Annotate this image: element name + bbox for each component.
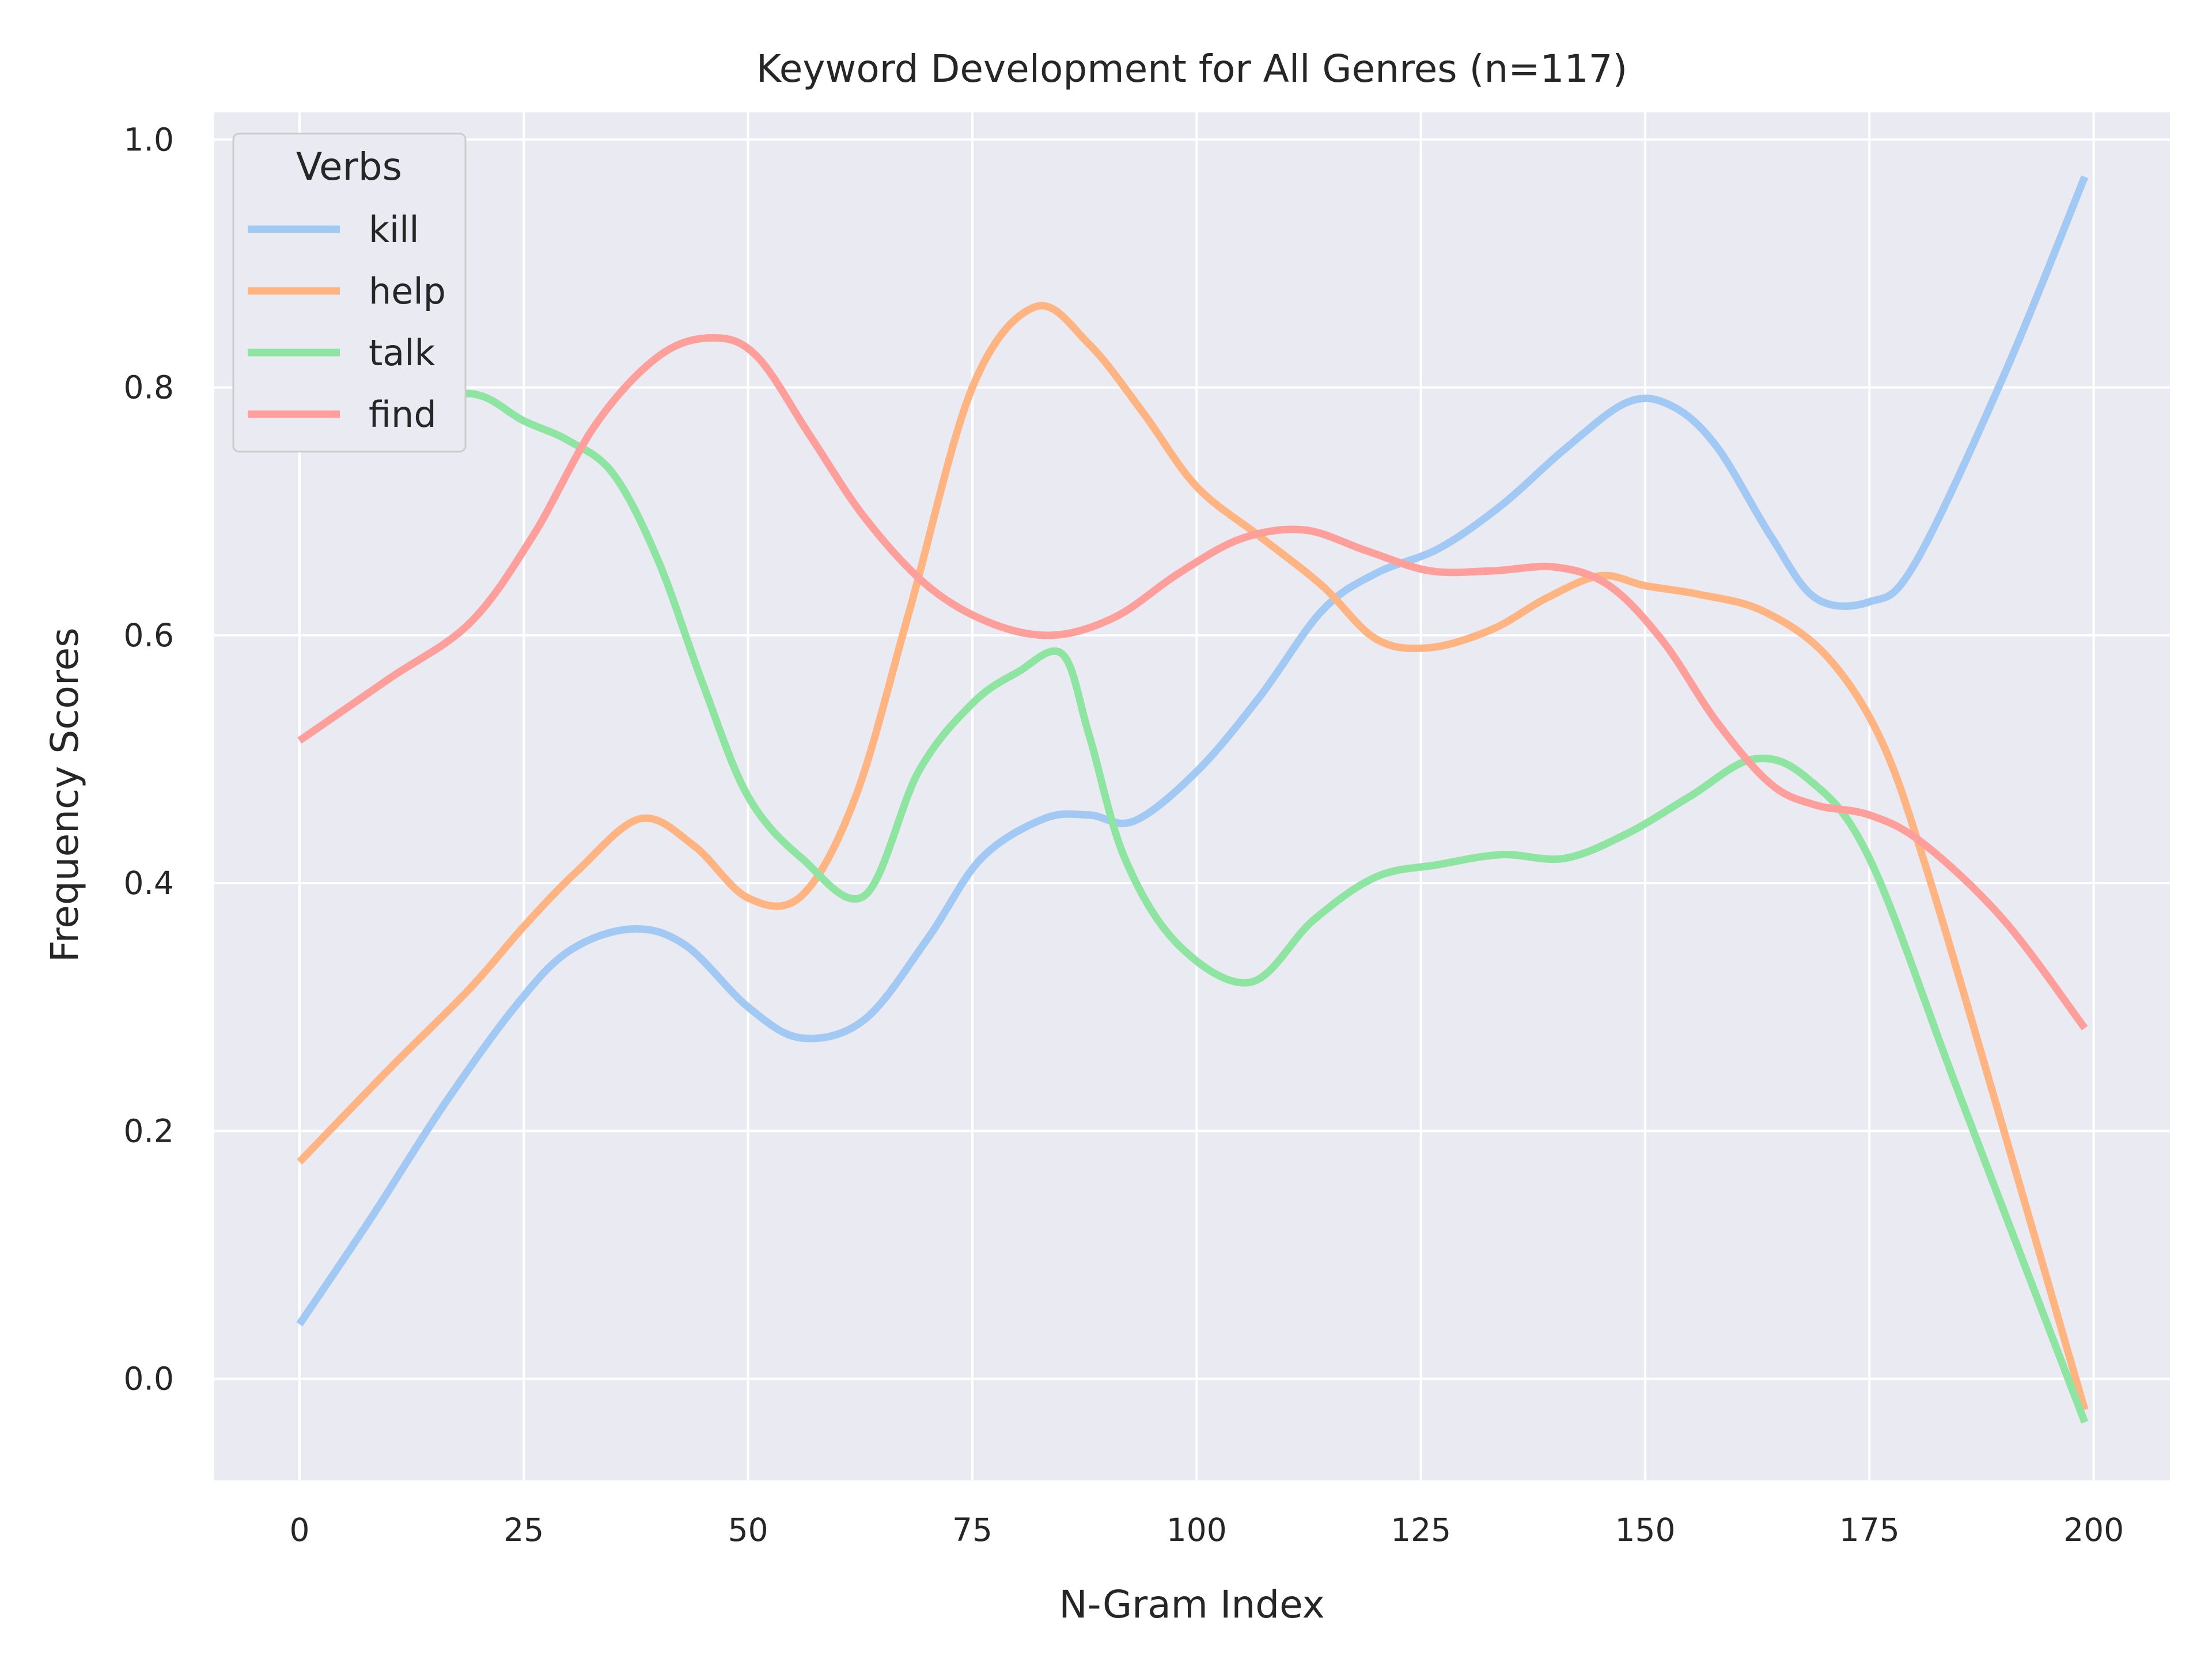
y-tick-label: 0.0 bbox=[124, 1361, 174, 1397]
legend-label-kill: kill bbox=[369, 209, 419, 251]
series-line-talk bbox=[298, 389, 2089, 1424]
plot-area-background bbox=[214, 112, 2170, 1480]
legend-title: Verbs bbox=[296, 145, 402, 189]
legend-label-find: find bbox=[369, 393, 437, 435]
x-axis-ticks: 0 25 50 75 100 125 150 175 200 bbox=[289, 1512, 2124, 1548]
legend-label-talk: talk bbox=[369, 332, 435, 374]
legend: Verbs kill help talk find bbox=[232, 132, 467, 453]
x-tick-label: 200 bbox=[2063, 1512, 2124, 1548]
y-tick-label: 0.4 bbox=[124, 865, 174, 902]
x-tick-label: 75 bbox=[952, 1512, 993, 1548]
series-line-find bbox=[297, 334, 2088, 1031]
x-tick-label: 125 bbox=[1391, 1512, 1451, 1548]
y-axis-ticks: 0.0 0.2 0.4 0.6 0.8 1.0 bbox=[124, 121, 174, 1397]
x-tick-label: 50 bbox=[728, 1512, 768, 1548]
series-lines bbox=[296, 175, 2089, 1424]
series-line-kill bbox=[296, 175, 2089, 1327]
x-tick-label: 100 bbox=[1166, 1512, 1227, 1548]
x-tick-label: 25 bbox=[503, 1512, 544, 1548]
legend-box bbox=[232, 132, 467, 453]
grid-lines bbox=[214, 112, 2170, 1480]
y-tick-label: 0.6 bbox=[124, 617, 174, 654]
y-tick-label: 0.2 bbox=[124, 1112, 174, 1149]
x-tick-label: 175 bbox=[1839, 1512, 1900, 1548]
x-tick-label: 150 bbox=[1615, 1512, 1675, 1548]
y-tick-label: 1.0 bbox=[124, 121, 174, 158]
x-tick-label: 0 bbox=[289, 1512, 309, 1548]
y-tick-label: 0.8 bbox=[124, 369, 174, 406]
y-axis-label: Frequency Scores bbox=[43, 627, 87, 962]
legend-label-help: help bbox=[369, 270, 446, 312]
series-line-help bbox=[297, 302, 2089, 1411]
x-axis-label: N-Gram Index bbox=[1059, 1582, 1324, 1627]
chart-title: Keyword Development for All Genres (n=11… bbox=[756, 47, 1628, 91]
